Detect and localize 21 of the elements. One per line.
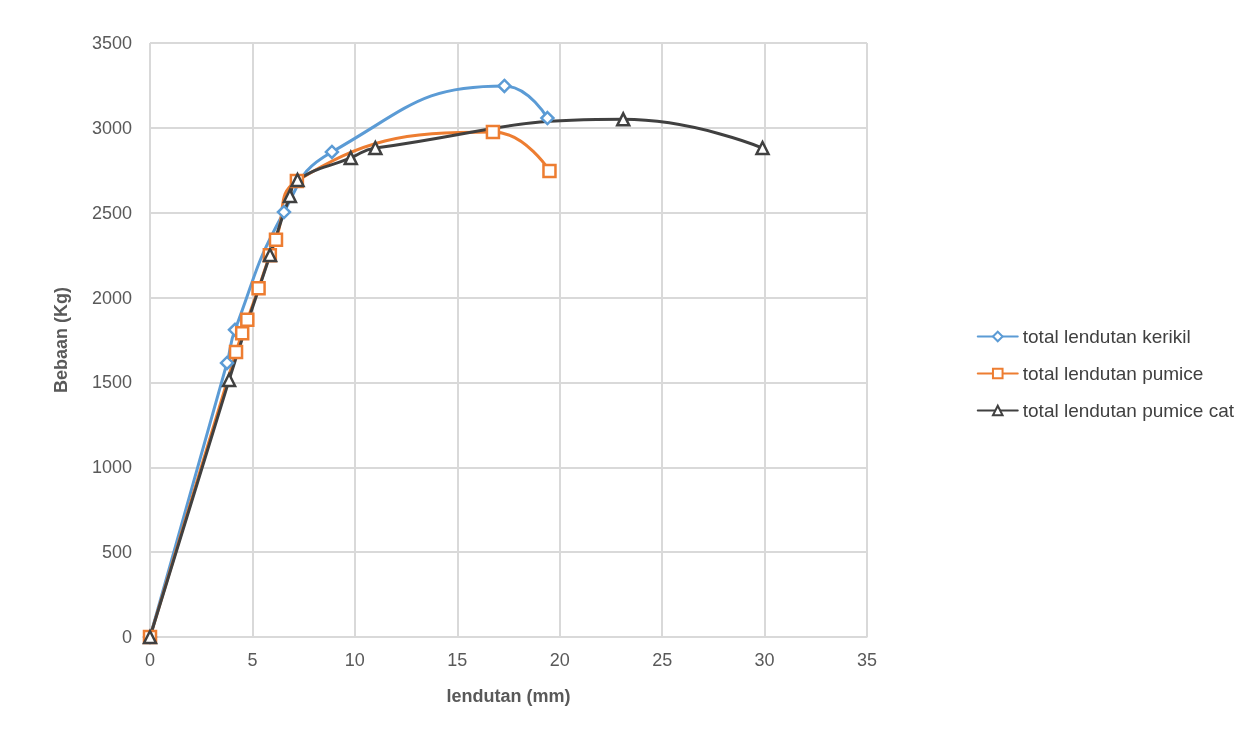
y-tick-label: 0 [121,627,132,647]
y-tick-label: 500 [101,542,132,563]
x-tick-label: 10 [344,650,365,670]
legend-label: total lendutan pumice [1022,363,1204,384]
y-tick-label: 3000 [91,117,132,138]
y-tick-label: 2500 [91,202,132,223]
y-tick-label: 3500 [91,33,132,53]
x-tick-label: 25 [652,650,673,670]
x-tick-label: 30 [754,650,775,670]
x-tick-label: 35 [856,650,878,670]
legend-label: total lendutan pumice cat [1022,400,1235,421]
y-axis-title: Bebaan (Kg) [51,286,71,394]
x-axis-title: lendutan (mm) [446,686,571,706]
y-tick-label: 1500 [91,372,132,393]
x-tick-label: 5 [247,650,258,670]
y-tick-label: 1000 [91,457,132,478]
x-tick-label: 0 [144,650,156,670]
y-tick-label: 2000 [91,287,132,308]
legend-label: total lendutan kerikil [1022,326,1191,347]
x-tick-label: 20 [549,650,570,670]
x-tick-label: 15 [447,650,468,670]
